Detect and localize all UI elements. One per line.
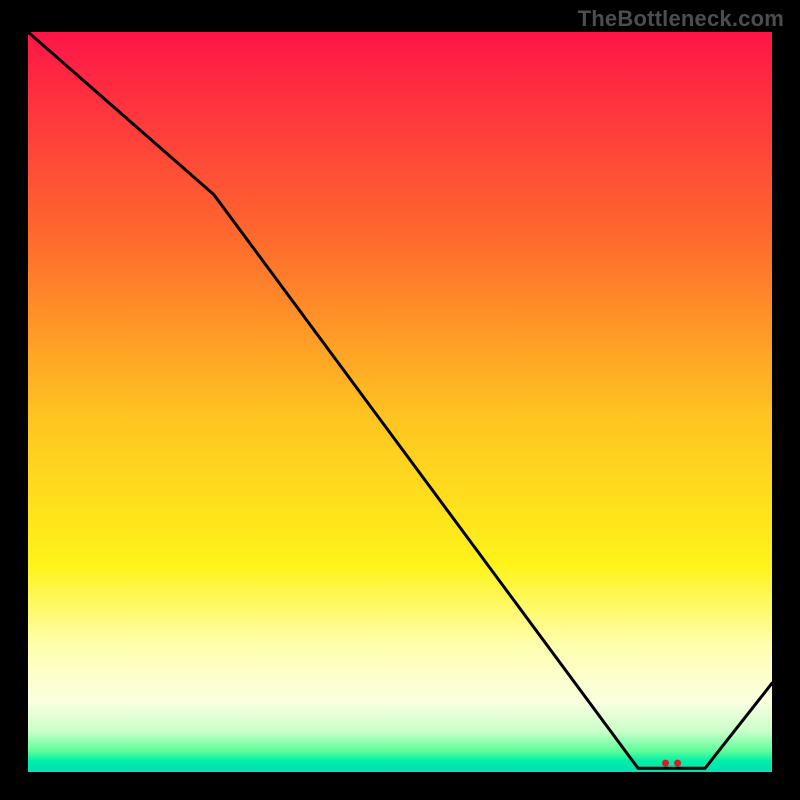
- label-dot-left: [662, 760, 669, 767]
- bottleneck-chart: [0, 0, 800, 800]
- plot-background: [28, 32, 772, 772]
- watermark-text: TheBottleneck.com: [578, 6, 784, 32]
- label-dot-right: [674, 760, 681, 767]
